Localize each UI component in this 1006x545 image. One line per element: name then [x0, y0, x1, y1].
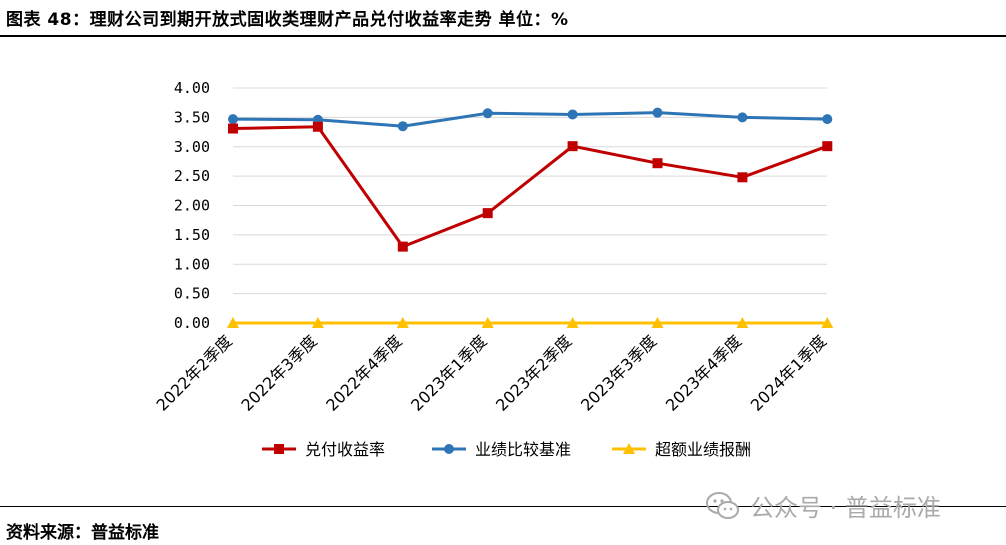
data-point-series-1	[652, 158, 663, 169]
x-tick-label: 2023年2季度	[492, 331, 575, 414]
data-point-series-3	[481, 317, 494, 328]
data-point-series-1	[482, 208, 493, 219]
y-tick-label: 2.00	[174, 197, 210, 215]
x-tick-label: 2023年3季度	[577, 331, 660, 414]
legend-label: 业绩比较基准	[475, 440, 571, 459]
source-note: 资料来源：普益标准	[6, 523, 159, 543]
data-point-series-3	[227, 317, 239, 328]
data-point-series-1	[228, 123, 238, 134]
y-tick-label: 1.00	[174, 255, 210, 273]
y-tick-label: 4.00	[174, 79, 210, 97]
watermark: 公众号 · 普益标准	[706, 488, 941, 523]
y-tick-label: 1.50	[174, 226, 210, 244]
data-point-series-2	[397, 121, 408, 132]
legend-marker	[444, 444, 454, 454]
data-point-series-1	[567, 141, 578, 152]
x-tick-label: 2022年4季度	[322, 331, 405, 414]
y-tick-label: 0.00	[174, 314, 210, 332]
series-line-1	[232, 125, 828, 249]
x-tick-label: 2024年1季度	[747, 331, 830, 414]
chart-title: 图表 48：理财公司到期开放式固收类理财产品兑付收益率走势 单位：%	[6, 10, 569, 30]
legend-marker	[274, 444, 284, 454]
data-point-series-1	[822, 141, 833, 152]
data-point-series-2	[652, 107, 663, 118]
x-tick-label: 2022年2季度	[152, 331, 235, 414]
data-point-series-2	[567, 109, 578, 120]
legend-label: 超额业绩报酬	[655, 440, 751, 459]
data-point-series-2	[822, 114, 833, 125]
wechat-icon	[706, 491, 739, 519]
x-tick-label: 2023年4季度	[662, 331, 745, 414]
data-point-series-3	[396, 317, 409, 328]
y-tick-label: 2.50	[174, 167, 210, 185]
data-point-series-2	[737, 112, 748, 123]
data-point-series-3	[311, 317, 324, 328]
series-line-2	[232, 111, 828, 128]
y-tick-label: 3.00	[174, 138, 210, 156]
x-tick-label: 2022年3季度	[237, 331, 320, 414]
data-point-series-1	[397, 241, 408, 252]
data-point-series-1	[737, 172, 748, 183]
bottom-rule	[0, 506, 1006, 507]
legend-marker	[623, 443, 635, 454]
data-point-series-2	[482, 108, 493, 119]
y-tick-label: 3.50	[174, 108, 210, 126]
data-point-series-2	[228, 114, 238, 125]
legend-label: 兑付收益率	[305, 440, 385, 459]
x-tick-label: 2023年1季度	[407, 331, 490, 414]
watermark-text: 公众号 · 普益标准	[750, 494, 941, 522]
data-point-series-3	[651, 317, 664, 328]
data-point-series-3	[821, 317, 834, 328]
data-point-series-3	[736, 317, 749, 328]
top-rule	[0, 35, 1006, 37]
y-tick-label: 0.50	[174, 285, 210, 303]
data-point-series-3	[566, 317, 579, 328]
data-point-series-1	[312, 121, 323, 132]
